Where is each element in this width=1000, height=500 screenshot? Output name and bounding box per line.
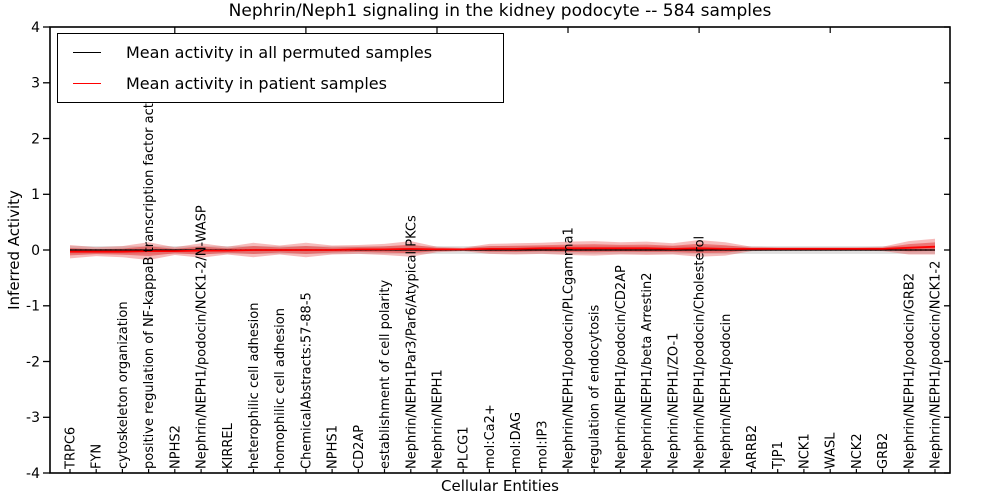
x-tick-label: homophilic cell adhesion xyxy=(273,308,288,469)
legend-entry-permuted: Mean activity in all permuted samples xyxy=(58,38,503,68)
x-tick-label: Nephrin/NEPH1/podocin/NCK1-2 xyxy=(929,261,944,469)
x-tick-label: mol:Ca2+ xyxy=(483,404,498,469)
x-tick-label: FYN xyxy=(90,444,105,469)
x-tick-label: Nephrin/NEPH1 xyxy=(431,369,446,469)
y-tick-label: -1 xyxy=(26,299,40,315)
x-tick-label: Nephrin/NEPH1/podocin/Cholesterol xyxy=(693,236,708,469)
x-tick-label: TJP1 xyxy=(771,441,786,470)
y-tick-label: -4 xyxy=(26,466,40,482)
legend-label-patient: Mean activity in patient samples xyxy=(126,74,387,93)
x-tick-label: ChemicalAbstracts:57-88-5 xyxy=(299,292,314,469)
y-tick-label: 1 xyxy=(31,187,40,203)
x-tick-label: heterophilic cell adhesion xyxy=(247,303,262,470)
chart-title: Nephrin/Neph1 signaling in the kidney po… xyxy=(228,1,772,21)
x-tick-label: Nephrin/NEPH1/ZO-1 xyxy=(666,333,681,469)
y-tick-label: 0 xyxy=(31,243,40,259)
x-tick-label: Nephrin/NEPH1/podocin/PLCgamma1 xyxy=(562,227,577,469)
x-axis-label: Cellular Entities xyxy=(441,477,559,495)
x-tick-label: PLCG1 xyxy=(457,426,472,469)
x-tick-label: positive regulation of NF-kappaB transcr… xyxy=(142,75,157,469)
y-tick-label: 3 xyxy=(31,76,40,92)
y-tick-label: -3 xyxy=(26,410,40,426)
x-tick-label: GRB2 xyxy=(876,433,891,469)
patient-mean-line xyxy=(70,245,936,253)
x-tick-label: establishment of cell polarity xyxy=(378,280,393,469)
x-tick-label: NCK1 xyxy=(797,433,812,469)
x-tick-label: NPHS2 xyxy=(168,425,183,469)
legend-label-permuted: Mean activity in all permuted samples xyxy=(126,43,433,62)
legend-entry-patient: Mean activity in patient samples xyxy=(58,69,503,99)
x-tick-label: Nephrin/NEPH1/podocin/CD2AP xyxy=(614,265,629,469)
x-tick-label: regulation of endocytosis xyxy=(588,304,603,469)
y-tick-label: -2 xyxy=(26,354,40,370)
x-tick-label: Nephrin/NEPH1/podocin/NCK1-2/N-WASP xyxy=(195,205,210,469)
legend: Mean activity in all permuted samples Me… xyxy=(57,33,504,103)
x-tick-label: Nephrin/NEPH1/beta Arrestin2 xyxy=(640,273,655,470)
x-tick-label: NPHS1 xyxy=(326,425,341,469)
x-tick-label: Nephrin/NEPH1Par3/Par6/Atypical PKCs xyxy=(404,215,419,469)
x-tick-label: NCK2 xyxy=(850,433,865,469)
x-tick-label: CD2AP xyxy=(352,425,367,469)
x-tick-label: TRPC6 xyxy=(64,427,79,470)
y-tick-label: 4 xyxy=(31,20,40,36)
x-tick-label: cytoskeleton organization xyxy=(116,301,131,469)
patient-line-swatch-icon xyxy=(73,83,101,84)
x-tick-label: Nephrin/NEPH1/podocin xyxy=(719,314,734,469)
x-tick-label: KIRREL xyxy=(221,422,236,469)
y-tick-label: 2 xyxy=(31,131,40,147)
x-tick-label: Nephrin/NEPH1/podocin/GRB2 xyxy=(902,273,917,469)
x-tick-label: mol:IP3 xyxy=(535,420,550,469)
permuted-line-swatch-icon xyxy=(73,52,101,53)
x-tick-label: WASL xyxy=(824,432,839,469)
x-tick-label: mol:DAG xyxy=(509,412,524,469)
x-tick-label: ARRB2 xyxy=(745,425,760,469)
